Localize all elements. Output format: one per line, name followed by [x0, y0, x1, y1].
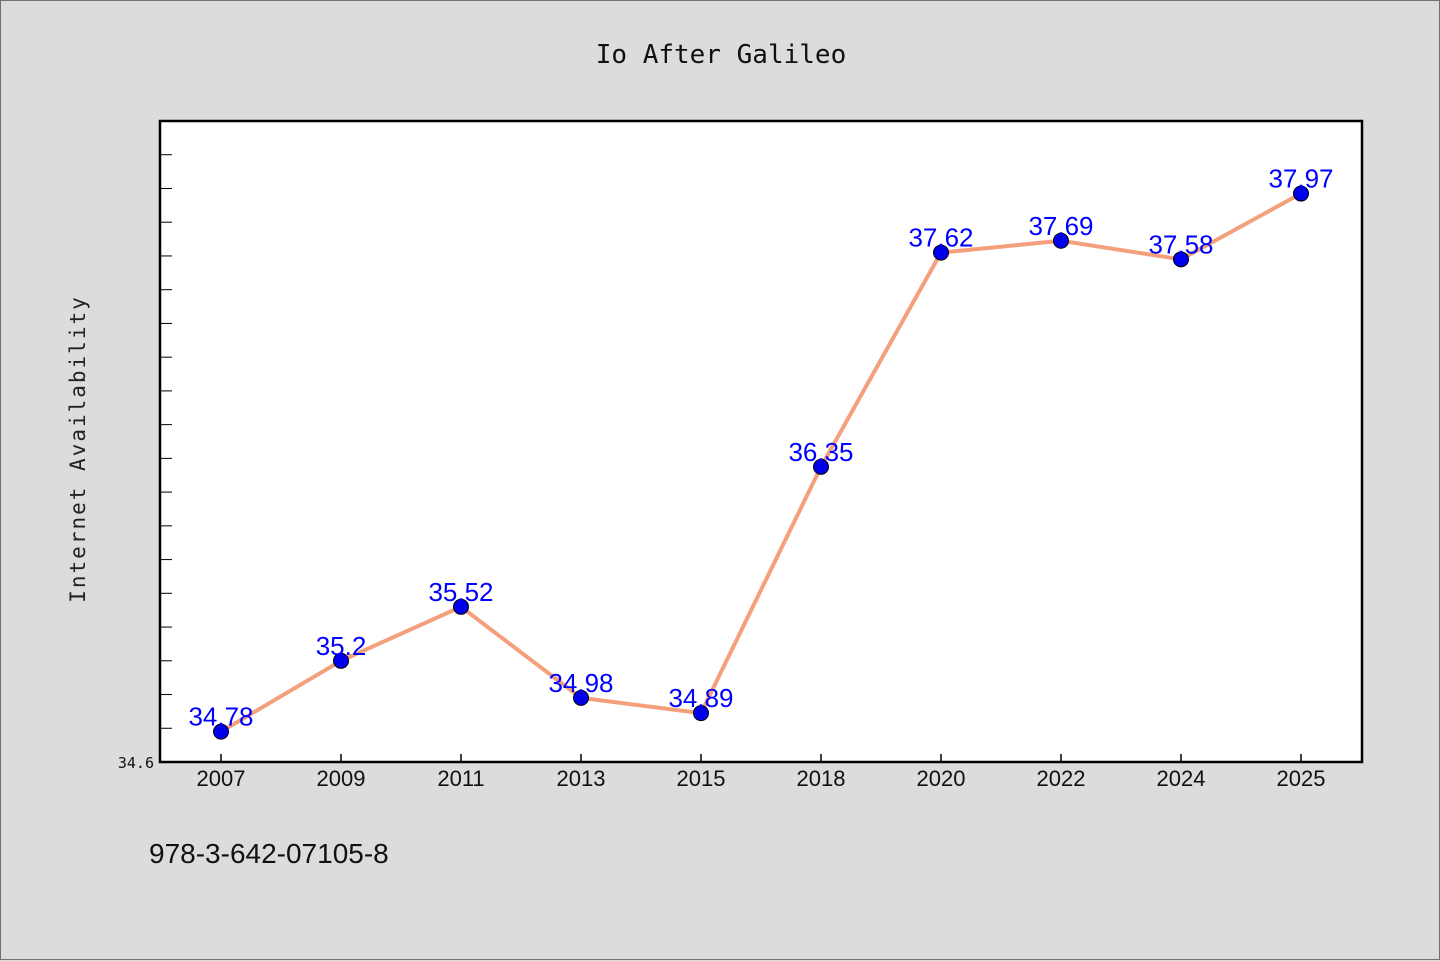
data-point	[1293, 185, 1309, 202]
y-axis-label: Internet Availability	[66, 295, 90, 603]
x-tick-label: 2015	[677, 766, 726, 791]
y-tick-label: 34.6	[118, 754, 154, 772]
data-point	[1173, 251, 1189, 268]
data-point	[1053, 232, 1069, 249]
x-axis-ticks: 2007 2009 2011 2013 2015 2018 2020 2022 2024 2025	[197, 754, 1326, 791]
data-point	[933, 244, 949, 261]
x-tick-label: 2024	[1157, 766, 1206, 791]
data-point	[693, 705, 709, 722]
series-line	[219, 191, 1302, 734]
data-label: 36.35	[788, 437, 853, 467]
data-point	[573, 689, 589, 706]
x-tick-label: 2022	[1037, 766, 1086, 791]
data-label: 35.52	[428, 577, 493, 607]
data-label: 37.62	[908, 223, 973, 253]
data-label: 37.58	[1148, 229, 1213, 259]
data-label: 34.89	[668, 683, 733, 713]
data-label: 35.2	[316, 631, 367, 661]
x-tick-label: 2020	[917, 766, 966, 791]
data-point	[213, 723, 229, 740]
data-label: 34.78	[188, 702, 253, 732]
x-tick-label: 2011	[437, 766, 484, 791]
x-tick-label: 2018	[797, 766, 846, 791]
y-axis-ticks: 34.6	[118, 120, 172, 772]
x-tick-label: 2025	[1277, 766, 1326, 791]
isbn-text: 978-3-642-07105-8	[149, 838, 389, 869]
x-tick-label: 2013	[557, 766, 606, 791]
data-label: 37.97	[1268, 164, 1333, 194]
chart-title: Io After Galileo	[596, 40, 846, 70]
x-tick-label: 2007	[197, 766, 246, 791]
data-point	[453, 598, 469, 615]
data-point	[333, 652, 349, 669]
plot-area	[158, 119, 1364, 764]
data-point	[813, 458, 829, 475]
x-tick-label: 2009	[317, 766, 366, 791]
data-label: 34.98	[548, 668, 613, 698]
series-group: 34.78 35.2 35.52 34.98 34.89 36.35 37.62 37.69 3…	[188, 164, 1334, 740]
data-label: 37.69	[1028, 211, 1093, 241]
